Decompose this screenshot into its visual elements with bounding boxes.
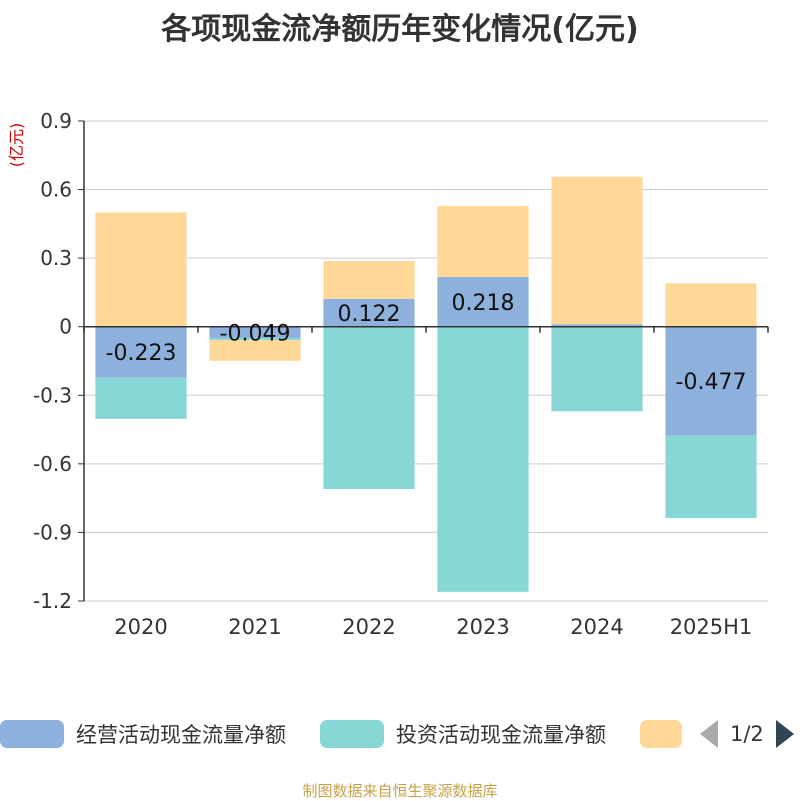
bar-2021-series-1[interactable] — [209, 337, 301, 341]
x-tick-label: 2021 — [228, 615, 281, 639]
legend-item-investing[interactable]: 投资活动现金流量净额 — [320, 714, 606, 754]
bar-2022-series-1[interactable] — [323, 326, 415, 489]
bars — [95, 176, 757, 592]
y-axis-title: (亿元) — [7, 123, 26, 168]
y-tick-label: -1.2 — [33, 589, 72, 613]
bar-2022-series-0[interactable] — [323, 298, 415, 327]
bar-2020-series-0[interactable] — [95, 326, 187, 378]
bar-2025H1-series-2[interactable] — [665, 283, 757, 327]
bar-2023-series-0[interactable] — [437, 276, 529, 327]
bar-2021-series-0[interactable] — [209, 326, 301, 338]
x-tick-label: 2024 — [570, 615, 623, 639]
bar-2023-series-2[interactable] — [437, 206, 529, 277]
source-note: 制图数据来自恒生聚源数据库 — [302, 782, 498, 800]
x-tick-label: 2022 — [342, 615, 395, 639]
y-tick-label: 0.3 — [40, 246, 72, 270]
legend-item-operating[interactable]: 经营活动现金流量净额 — [0, 714, 286, 754]
data-labels: -0.223 -0.049 0.122 0.218 -0.477 — [106, 291, 747, 395]
bar-2021-series-2[interactable] — [209, 340, 301, 361]
data-label-2021: -0.049 — [220, 321, 291, 346]
bar-2025H1-series-0[interactable] — [665, 326, 757, 436]
data-label-2022: 0.122 — [338, 302, 401, 327]
legend-swatch-financing — [640, 720, 682, 748]
axes: 0.9 0.6 0.3 0 -0.3 -0.6 -0.9 -1.2 2020 2021 2022 20… — [33, 109, 769, 639]
legend-label-investing: 投资活动现金流量净额 — [396, 723, 606, 747]
pager-text: 1/2 — [730, 722, 764, 746]
legend-label-operating: 经营活动现金流量净额 — [76, 723, 286, 747]
data-label-2025H1: -0.477 — [676, 370, 747, 395]
data-label-2023: 0.218 — [452, 291, 515, 316]
bar-2024-series-1[interactable] — [551, 326, 643, 412]
x-tick-label: 2020 — [114, 615, 167, 639]
gridlines — [84, 120, 768, 602]
chart-title: 各项现金流净额历年变化情况(亿元) — [161, 12, 639, 47]
pager-prev-icon[interactable] — [700, 720, 718, 748]
bar-2020-series-2[interactable] — [95, 212, 187, 327]
legend-swatch-investing — [320, 720, 384, 748]
bar-2024-series-0[interactable] — [551, 324, 643, 327]
chart-area: 0.9 0.6 0.3 0 -0.3 -0.6 -0.9 -1.2 2020 2021 2022 20… — [7, 109, 769, 639]
legend-swatch-operating — [0, 720, 64, 748]
y-tick-label: 0.9 — [40, 109, 72, 133]
data-label-2020: -0.223 — [106, 341, 177, 366]
y-tick-label: 0.6 — [40, 178, 72, 202]
legend: 经营活动现金流量净额 投资活动现金流量净额 1/2 — [0, 714, 800, 754]
y-tick-label: 0 — [59, 315, 72, 339]
x-tick-label: 2023 — [456, 615, 509, 639]
y-tick-label: -0.9 — [33, 520, 72, 544]
bar-2023-series-1[interactable] — [437, 326, 529, 592]
bar-2020-series-1[interactable] — [95, 377, 187, 419]
y-tick-label: -0.3 — [33, 383, 72, 407]
legend-pager: 1/2 — [700, 714, 794, 754]
x-tick-label: 2025H1 — [670, 615, 753, 639]
legend-item-financing[interactable] — [640, 714, 682, 754]
bar-2024-series-2[interactable] — [551, 176, 643, 325]
bar-2022-series-2[interactable] — [323, 261, 415, 299]
y-tick-label: -0.6 — [33, 452, 72, 476]
bar-2025H1-series-1[interactable] — [665, 435, 757, 519]
pager-next-icon[interactable] — [775, 720, 794, 748]
